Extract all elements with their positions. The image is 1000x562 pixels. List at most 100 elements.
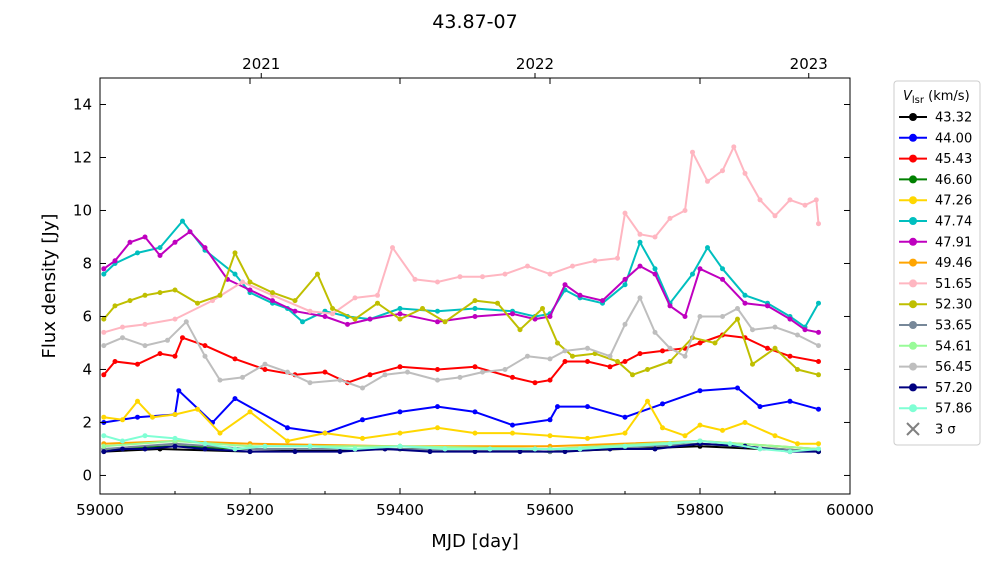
y-tick-label: 2 [82, 413, 92, 431]
data-point [787, 449, 793, 455]
data-point [622, 321, 628, 327]
data-point [637, 295, 643, 301]
legend-swatch-marker [909, 113, 917, 121]
legend-label: 44.00 [935, 131, 972, 146]
data-point [322, 314, 328, 319]
legend-label: 45.43 [935, 152, 972, 167]
data-point [547, 356, 553, 362]
x-axis-label: MJD [day] [431, 531, 519, 552]
y-tick-label: 10 [73, 201, 92, 219]
data-point [180, 335, 185, 341]
data-point [690, 149, 695, 155]
data-point [232, 396, 238, 402]
legend-item: 44.00 [899, 131, 972, 146]
data-point [202, 343, 208, 349]
legend-label: 56.45 [935, 360, 972, 375]
data-point [101, 271, 107, 277]
data-point [120, 446, 125, 452]
data-point [270, 290, 275, 296]
data-point [172, 316, 178, 322]
data-point [510, 311, 515, 317]
data-point [562, 282, 568, 288]
data-point [607, 353, 613, 359]
data-point [101, 449, 107, 455]
data-point [720, 276, 725, 282]
data-point [101, 372, 107, 378]
data-point [592, 258, 598, 264]
data-point [142, 433, 148, 439]
data-point [157, 253, 163, 258]
data-point [352, 446, 358, 452]
legend-item: 43.32 [899, 111, 972, 126]
data-point [300, 319, 305, 325]
legend-label: 49.46 [935, 256, 972, 271]
data-point [660, 401, 665, 407]
y-tick-label: 4 [82, 360, 92, 378]
data-point [697, 422, 703, 428]
data-point [813, 197, 819, 203]
data-point [472, 364, 478, 370]
data-point [135, 414, 140, 420]
data-point [697, 314, 703, 319]
data-point [585, 359, 590, 364]
data-point [172, 412, 178, 417]
data-point [472, 298, 478, 304]
data-point [652, 266, 658, 272]
data-point [101, 443, 107, 449]
data-point [547, 271, 553, 277]
data-point [142, 446, 148, 452]
x-tick-label: 59000 [76, 501, 124, 519]
data-point [525, 263, 530, 269]
data-point [637, 263, 643, 269]
series-line [103, 145, 820, 334]
data-point [517, 327, 523, 333]
series-51.65 [101, 144, 821, 335]
series-57.86 [101, 433, 821, 455]
data-point [360, 385, 365, 391]
data-point [637, 351, 643, 357]
data-point [795, 441, 800, 447]
data-point [652, 329, 658, 335]
data-point [172, 353, 178, 359]
y-tick-label: 6 [82, 307, 92, 325]
data-point [307, 380, 313, 386]
legend-swatch-marker [909, 258, 917, 267]
data-point [397, 364, 403, 370]
data-point [577, 292, 583, 298]
data-point [307, 443, 313, 449]
data-point [405, 369, 410, 375]
series-line [103, 334, 819, 384]
series-line [103, 400, 819, 445]
legend-item: 53.65 [899, 319, 972, 334]
legend-swatch-marker [909, 404, 917, 413]
data-point [682, 314, 688, 319]
data-point [262, 367, 268, 372]
legend-label: 47.74 [935, 215, 972, 230]
data-point [697, 388, 703, 394]
data-point [292, 449, 298, 455]
data-point [742, 292, 748, 298]
data-point [547, 377, 553, 383]
data-point [135, 398, 140, 404]
data-point [816, 446, 821, 452]
data-point [435, 425, 440, 431]
data-point [360, 417, 365, 423]
data-point [720, 266, 725, 272]
data-point [532, 380, 538, 386]
x-tick-label: 59200 [226, 501, 274, 519]
data-point [247, 409, 253, 415]
series-line [103, 251, 819, 376]
data-point [217, 377, 223, 383]
legend-label: 53.65 [935, 319, 972, 334]
data-point [285, 425, 290, 431]
data-point [352, 295, 358, 301]
data-point [435, 404, 440, 410]
data-point [540, 306, 545, 311]
cross-marker-icon [906, 422, 920, 436]
year-tick-label: 2023 [790, 55, 828, 73]
series-layer [101, 144, 821, 455]
data-point [772, 324, 778, 330]
x-tick-label: 59800 [676, 501, 724, 519]
legend-swatch-marker [909, 237, 917, 246]
